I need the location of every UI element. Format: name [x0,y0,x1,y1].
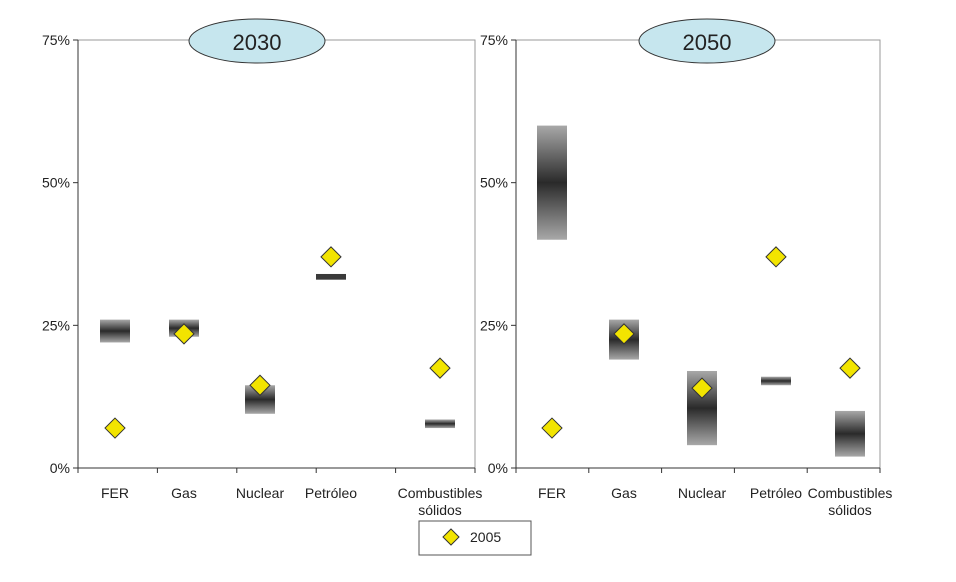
y-tick-label: 25% [42,317,70,333]
x-tick-label: Nuclear [678,485,727,501]
y-tick-label: 0% [50,460,70,476]
range-bars [100,273,455,429]
y-tick-label: 25% [480,317,508,333]
point-2005-fer [541,417,563,439]
legend: 2005 [418,520,532,556]
legend-label: 2005 [470,529,501,545]
range-bar-combustibles-sólidos [425,419,455,429]
point-2005-gas [173,323,195,345]
x-tick-label: FER [538,485,566,501]
y-tick-label: 50% [480,175,508,191]
chart-title: 2050 [683,30,732,55]
range-bar-petróleo [316,273,346,280]
series-2005 [104,246,451,439]
series-2005 [541,246,861,439]
plot-area-frame [77,39,476,469]
x-tick-label: FER [101,485,129,501]
y-tick-label: 50% [42,175,70,191]
x-tick-label: Combustibles sólidos [808,485,893,518]
chart-2050: 2050 0% 25% 50% 75% FER Gas Nuclear Petróleo Co… [480,18,893,518]
y-tick-label: 0% [488,460,508,476]
point-2005-combustibles-sólidos [429,357,451,379]
point-2005-petróleo [320,246,342,268]
chart-title: 2030 [233,30,282,55]
point-2005-nuclear [249,374,271,396]
x-axis: FER Gas Nuclear Petróleo Combustibles sólidos [515,467,893,518]
range-bar-petróleo [761,376,791,386]
range-bar-combustibles-sólidos [835,410,865,457]
y-tick-label: 75% [480,32,508,48]
x-tick-label: Gas [611,485,637,501]
chart-2030: 2030 0% 25% 50% 75% FER Gas Nuclear Petróleo Co… [42,18,483,518]
range-bar-fer [537,125,567,240]
point-2005-combustibles-sólidos [839,357,861,379]
x-tick-label: Combustibles sólidos [398,485,483,518]
point-2005-nuclear [691,377,713,399]
title-bubble [638,18,776,64]
y-axis: 0% 25% 50% 75% [480,32,517,476]
x-axis: FER Gas Nuclear Petróleo Combustibles sólidos [77,467,483,518]
point-2005-gas [613,323,635,345]
x-tick-label: Gas [171,485,197,501]
title-bubble [188,18,326,64]
range-bar-fer [100,319,130,343]
point-2005-fer [104,417,126,439]
legend-box [418,520,532,556]
legend-diamond-marker [442,528,460,546]
x-tick-label: Nuclear [236,485,285,501]
y-axis: 0% 25% 50% 75% [42,32,79,476]
x-tick-label: Petróleo [750,485,802,501]
range-bars [537,125,865,457]
y-tick-label: 75% [42,32,70,48]
x-tick-label: Petróleo [305,485,357,501]
point-2005-petróleo [765,246,787,268]
